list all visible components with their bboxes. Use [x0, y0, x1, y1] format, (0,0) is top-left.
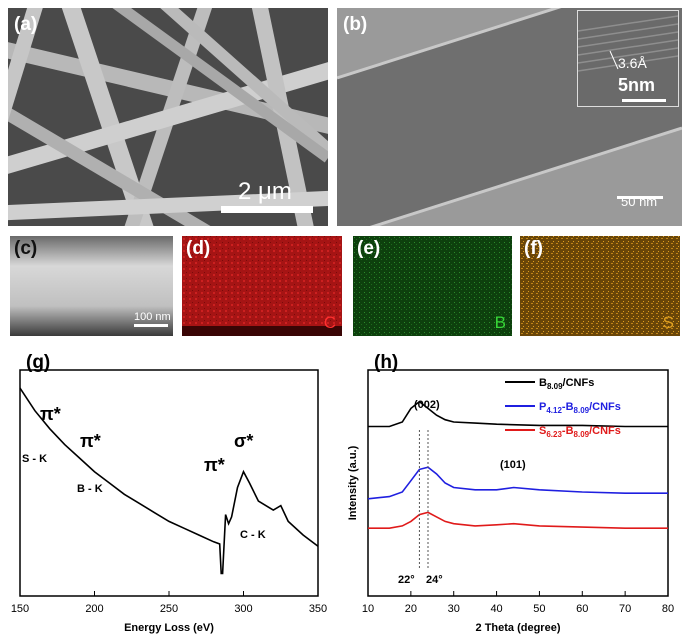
- x-tick-label: 80: [662, 603, 674, 615]
- legend-entry-part: /CNFs: [589, 425, 621, 437]
- scale-bar: [221, 206, 313, 213]
- panel-label-g: (g): [26, 352, 50, 373]
- hrtem-inset: 3.6Å 5nm: [577, 10, 679, 107]
- x-tick-label: 150: [11, 603, 29, 615]
- scale-bar-label: 50 nm: [621, 194, 658, 209]
- legend-entry-part: 8.09: [574, 430, 590, 439]
- panel-label-d: (d): [186, 238, 211, 259]
- legend-entry-part: S: [539, 425, 546, 437]
- annotation-label: 22°: [398, 574, 415, 586]
- legend-entry-part: -B: [562, 425, 574, 437]
- legend-entry-part: -B: [562, 401, 574, 413]
- eds-map-sulfur: (f) S: [520, 236, 680, 336]
- sem-image-panel: (a) 2 μm: [8, 8, 328, 226]
- annotation-label: C - K: [240, 529, 266, 541]
- panel-label-f: (f): [524, 238, 543, 259]
- annotation-label: σ*: [234, 431, 253, 451]
- legend-entry: S6.23-B8.09/CNFs: [539, 425, 621, 439]
- x-tick-label: 200: [85, 603, 103, 615]
- legend-entry-part: B: [539, 377, 547, 389]
- legend-entry-part: /CNFs: [589, 401, 621, 413]
- x-tick-label: 20: [405, 603, 417, 615]
- scale-bar-label: 100 nm: [134, 311, 171, 323]
- series-line: [368, 511, 668, 529]
- eds-map-boron: (e) B: [353, 236, 512, 336]
- plot-frame: [367, 369, 669, 597]
- tem-image-panel: (b) 50 nm 3.6Å 5nm: [337, 8, 682, 226]
- series-line: [368, 400, 668, 428]
- legend-entry-part: 4.12: [546, 406, 562, 415]
- x-tick-label: 60: [576, 603, 588, 615]
- sem-fibers-image: [8, 8, 328, 226]
- scale-bar-label: 2 μm: [238, 178, 292, 205]
- annotation-label: (002): [414, 399, 440, 411]
- stem-image-panel: (c) 100 nm: [10, 236, 173, 336]
- series-line: [367, 466, 668, 500]
- panel-label-b: (b): [343, 14, 368, 35]
- legend-entry-part: 8.09: [574, 406, 590, 415]
- x-axis-label: Energy Loss (eV): [124, 622, 214, 634]
- panel-label-c: (c): [14, 238, 38, 259]
- x-tick-label: 250: [160, 603, 178, 615]
- plot-frame: [19, 369, 319, 597]
- annotation-label: π*: [204, 455, 225, 475]
- lattice-spacing-label: 3.6Å: [618, 55, 647, 71]
- legend-entry-part: /CNFs: [563, 377, 595, 389]
- panel-label-a: (a): [14, 14, 38, 35]
- x-tick-label: 40: [490, 603, 502, 615]
- element-label: B: [494, 313, 506, 332]
- annotation-label: π*: [40, 404, 61, 424]
- xrd-chart: 10 20 30 40 50 60 70 80 2 Theta (degree) Intensit…: [347, 352, 674, 634]
- x-tick-label: 30: [448, 603, 460, 615]
- legend-entry: P4.12-B8.09/CNFs: [539, 401, 621, 415]
- eels-chart: 150 200 250 300 350 Energy Loss (eV) (g) π* π* π*…: [11, 352, 327, 634]
- legend-entry: B8.09/CNFs: [539, 377, 594, 391]
- legend-entry-part: P: [539, 401, 546, 413]
- element-label: S: [662, 313, 674, 332]
- annotation-label: B - K: [77, 483, 103, 495]
- x-tick-label: 50: [533, 603, 545, 615]
- inset-scale-label: 5nm: [618, 75, 656, 95]
- legend-entry-part: 6.23: [546, 430, 562, 439]
- x-tick-label: 10: [362, 603, 374, 615]
- x-tick-label: 70: [619, 603, 631, 615]
- x-axis-label: 2 Theta (degree): [476, 622, 561, 634]
- eds-map-carbon: (d) C: [182, 236, 342, 336]
- annotation-label: 24°: [426, 574, 443, 586]
- x-tick-label: 300: [234, 603, 252, 615]
- annotation-label: S - K: [22, 453, 47, 465]
- panel-label-e: (e): [357, 238, 381, 259]
- y-axis-label: Intensity (a.u.): [347, 445, 359, 520]
- annotation-label: π*: [80, 431, 101, 451]
- panel-label-h: (h): [374, 352, 398, 373]
- x-tick-label: 350: [309, 603, 327, 615]
- element-label: C: [323, 313, 336, 332]
- annotation-label: (101): [500, 459, 526, 471]
- series-line: [19, 387, 319, 575]
- legend-entry-part: 8.09: [547, 382, 563, 391]
